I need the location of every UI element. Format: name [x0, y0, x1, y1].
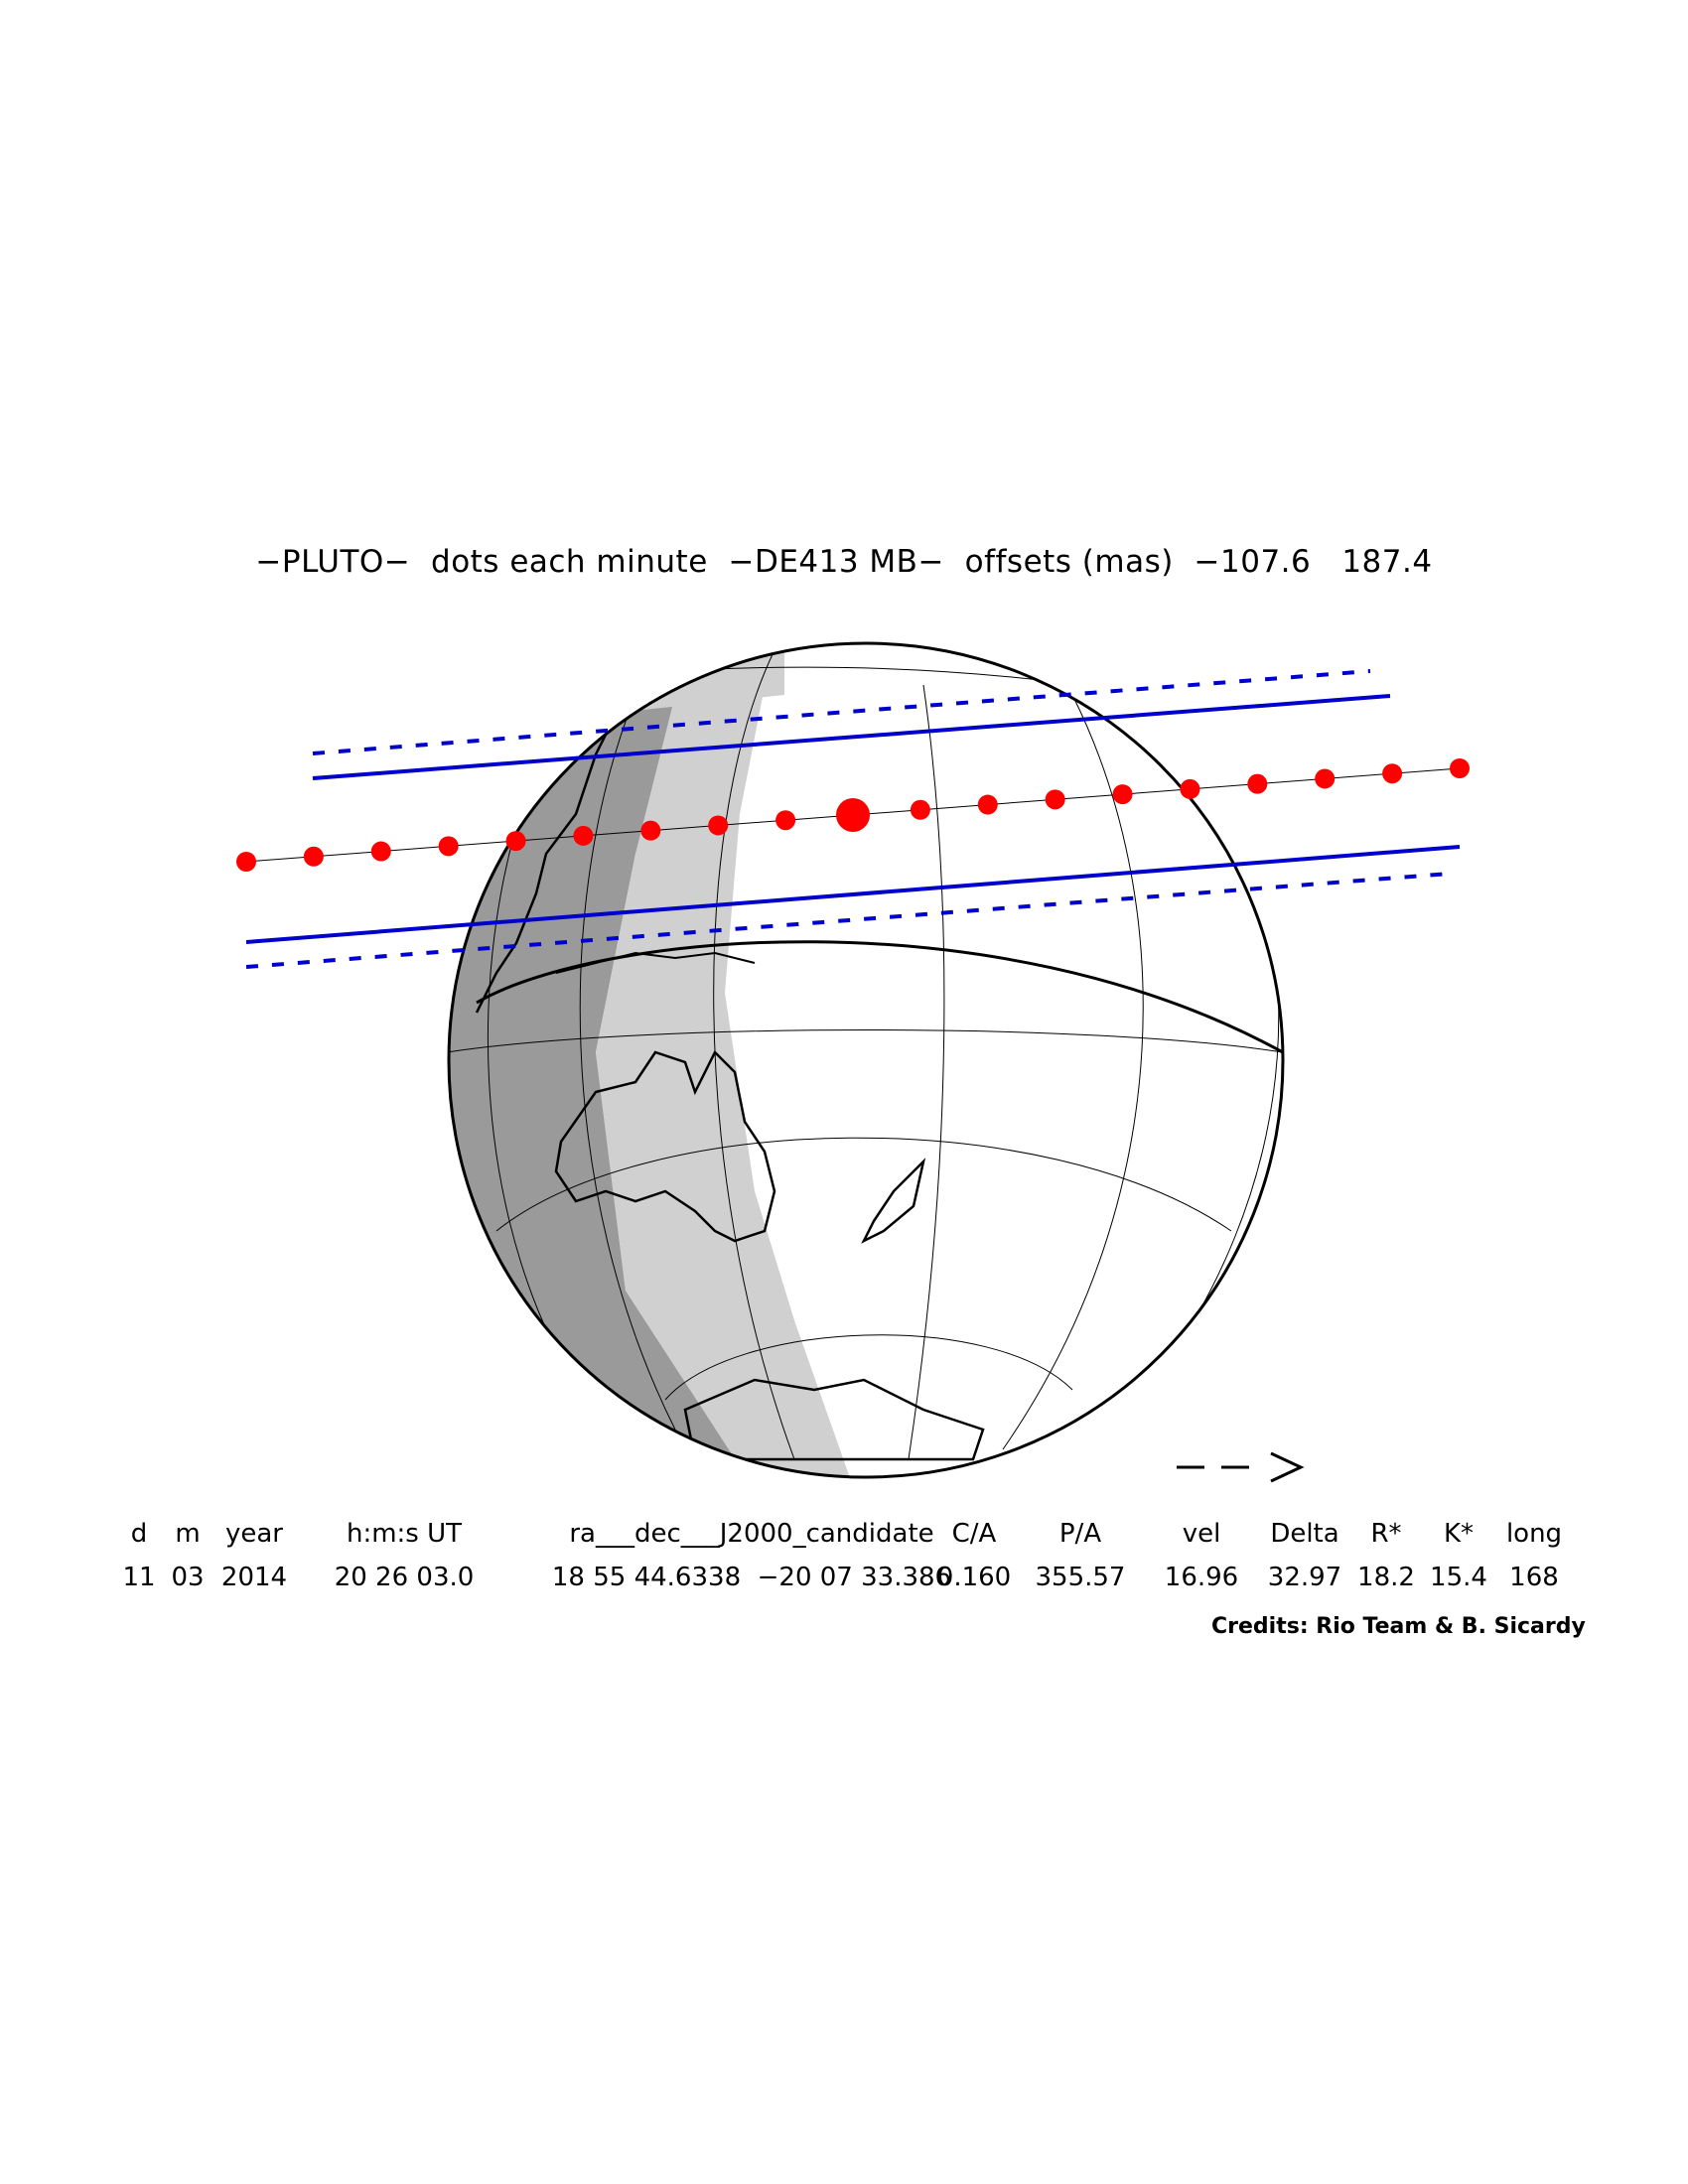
table-header: vel	[1182, 1519, 1221, 1549]
south-limit-dotted	[245, 872, 1451, 969]
minute-dot	[573, 825, 594, 846]
table-value: 18.2	[1357, 1563, 1415, 1592]
minute-dot	[505, 831, 526, 852]
minute-dot	[438, 836, 459, 857]
table-value: 32.97	[1267, 1563, 1342, 1592]
minute-dot	[1382, 763, 1403, 784]
table-header: d	[130, 1519, 148, 1549]
table-header: K*	[1443, 1519, 1475, 1549]
minute-dot	[1045, 789, 1065, 810]
table-header: m	[175, 1519, 201, 1549]
credits: Credits: Rio Team & B. Sicardy	[1211, 1614, 1586, 1639]
minute-dot	[775, 810, 796, 831]
minute-dot	[1247, 773, 1268, 794]
path-dots	[236, 758, 1470, 872]
table-header: R*	[1370, 1519, 1402, 1549]
antarctica-outline	[683, 1378, 985, 1461]
south-limit-solid	[245, 845, 1461, 944]
minute-dot	[236, 852, 256, 872]
table-value: 11	[122, 1563, 156, 1592]
minute-dot	[708, 815, 729, 836]
australia-outline	[554, 1049, 776, 1243]
table-value: 03	[171, 1563, 205, 1592]
north-limit-dotted	[312, 669, 1371, 755]
table-header: C/A	[951, 1519, 997, 1549]
globe-outline	[447, 641, 1285, 1479]
table-header: long	[1505, 1519, 1563, 1549]
table-header: ra___dec___J2000_candidate	[569, 1519, 934, 1549]
equator	[476, 940, 1283, 1054]
indonesia-islands	[555, 951, 756, 974]
north-limit-solid	[312, 694, 1391, 780]
minute-dot	[1112, 784, 1133, 805]
minute-dot	[910, 799, 930, 820]
table-value: 15.4	[1430, 1563, 1487, 1592]
minute-dot	[1180, 778, 1200, 799]
minute-dot	[1315, 768, 1336, 789]
table-header: year	[224, 1519, 283, 1549]
table-value: 0.160	[936, 1563, 1012, 1592]
table-value: 20 26 03.0	[334, 1563, 475, 1592]
minute-dot	[640, 820, 661, 841]
table-value: 355.57	[1035, 1563, 1126, 1592]
table-value: 18 55 44.6338 −20 07 33.386	[551, 1563, 952, 1592]
new-zealand-outline	[861, 1158, 926, 1244]
table-header: P/A	[1058, 1519, 1102, 1549]
twilight-band	[596, 643, 854, 1477]
shadow-limits	[245, 669, 1461, 969]
table-value: 168	[1509, 1563, 1559, 1592]
table-header: h:m:s UT	[346, 1519, 463, 1549]
globe	[447, 641, 1285, 1479]
minute-dot	[1450, 758, 1470, 778]
table-value: 2014	[220, 1563, 288, 1592]
minute-dot	[303, 846, 324, 867]
minute-dot	[977, 794, 998, 815]
table-value: 16.96	[1164, 1563, 1239, 1592]
direction-arrow	[1177, 1451, 1305, 1483]
central-instant-dot	[836, 798, 870, 832]
page-title: −PLUTO− dots each minute −DE413 MB− offs…	[255, 544, 1433, 580]
minute-dot	[370, 841, 391, 862]
table-header: Delta	[1270, 1519, 1339, 1549]
